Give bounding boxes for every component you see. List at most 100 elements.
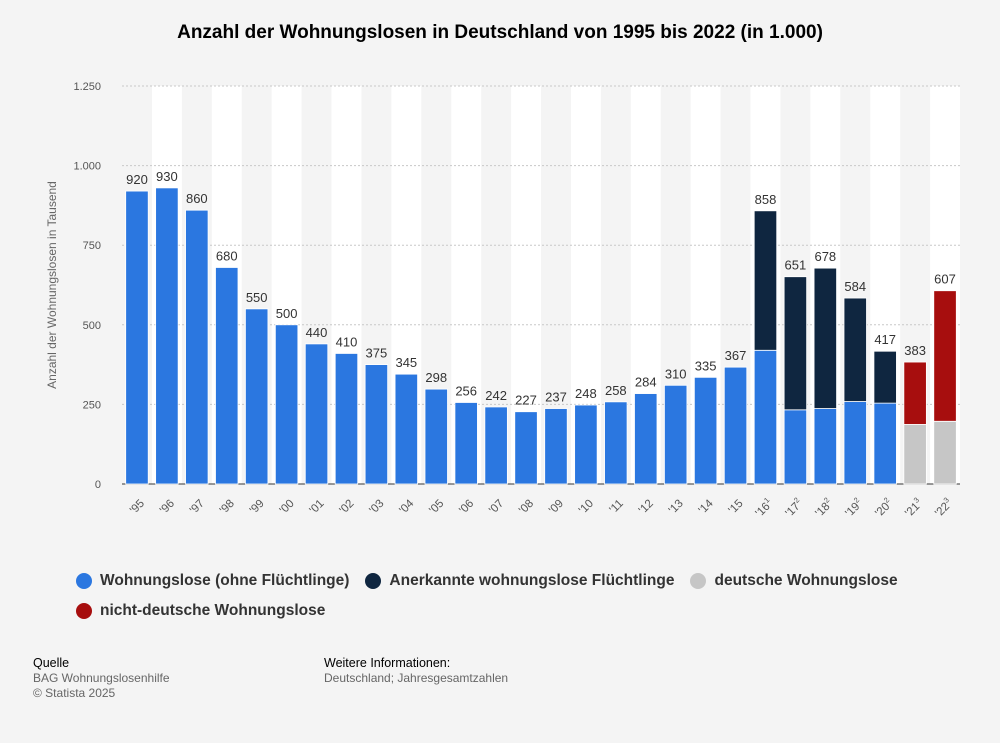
x-tick-label: '202 [871, 496, 895, 520]
data-label: 607 [934, 272, 956, 287]
bar [185, 209, 209, 485]
data-label: 417 [874, 332, 896, 347]
y-tick-label: 250 [83, 399, 101, 411]
legend-marker [76, 573, 92, 589]
legend-label: nicht-deutsche Wohnungslose [100, 602, 326, 619]
legend-label: deutsche Wohnungslose [714, 572, 898, 589]
x-tick-label: '223 [931, 496, 955, 520]
x-tick-label: '06 [457, 498, 476, 517]
x-tick-label: '15 [727, 498, 746, 517]
bar [245, 308, 269, 485]
bar [873, 350, 897, 404]
data-label: 651 [785, 258, 807, 273]
legend-marker [76, 603, 92, 619]
bar [813, 267, 837, 409]
bar [753, 349, 778, 485]
data-label: 550 [246, 290, 268, 305]
x-tick-label: '11 [607, 498, 625, 516]
bar [155, 187, 179, 485]
data-label: 680 [216, 248, 238, 263]
bar [424, 388, 448, 485]
x-tick-label: '01 [308, 498, 327, 517]
y-tick-label: 0 [95, 479, 101, 491]
legend-item-fluechtlinge[interactable]: Anerkannte wohnungslose Flüchtlinge [365, 572, 674, 590]
bar [484, 406, 508, 485]
x-tick-label: '09 [547, 498, 566, 517]
bar [634, 393, 658, 485]
bar [274, 324, 299, 485]
x-tick-label: '97 [188, 498, 207, 517]
y-axis-title: Anzahl der Wohnungslosen in Tausend [45, 181, 59, 389]
bar [215, 267, 239, 485]
x-tick-label: '00 [278, 498, 297, 517]
x-tick-label: '14 [697, 497, 717, 517]
bar [903, 424, 927, 485]
bar [664, 384, 688, 485]
data-label: 410 [336, 334, 358, 349]
bar [514, 411, 538, 485]
bar [843, 401, 867, 485]
data-label: 375 [366, 346, 388, 361]
x-tick-label: '99 [248, 498, 267, 517]
data-label: 584 [844, 279, 866, 294]
data-label: 440 [306, 325, 328, 340]
legend-item-deutsche[interactable]: deutsche Wohnungslose [690, 572, 898, 590]
data-label: 367 [725, 348, 747, 363]
x-tick-label: '03 [367, 498, 386, 517]
source-heading: Quelle [33, 656, 70, 670]
x-tick-label: '13 [667, 498, 686, 517]
x-tick-label: '02 [337, 498, 356, 517]
legend-label: Wohnungslose (ohne Flüchtlinge) [100, 572, 350, 589]
x-tick-label: '10 [577, 498, 596, 517]
copyright-link[interactable]: © Statista 2025 [33, 686, 116, 700]
data-label: 383 [904, 343, 926, 358]
bar [813, 408, 837, 485]
data-label: 284 [635, 375, 657, 390]
data-label: 248 [575, 386, 597, 401]
bar [723, 366, 748, 485]
bar [394, 373, 418, 485]
bar [693, 376, 718, 485]
info-heading: Weitere Informationen: [324, 656, 451, 670]
legend-item-wohnungslose[interactable]: Wohnungslose (ohne Flüchtlinge) [76, 572, 349, 590]
data-label: 227 [515, 393, 537, 408]
x-tick-label: '172 [781, 496, 805, 520]
y-tick-label: 750 [83, 240, 101, 252]
legend-item-nicht-deutsche[interactable]: nicht-deutsche Wohnungslose [76, 602, 325, 620]
bar-chart: 0 250 500 750 1.000 1.250 Anzahl der Wohnungsl… [45, 81, 960, 520]
x-tick-label: '161 [751, 496, 775, 520]
chart-title: Anzahl der Wohnungslosen in Deutschland … [177, 22, 823, 43]
source-block: Quelle BAG Wohnungslosenhilfe © Statista… [33, 656, 170, 701]
bar [933, 290, 957, 422]
bar [304, 343, 329, 485]
data-label: 237 [545, 390, 567, 405]
x-tick-label: '182 [811, 496, 835, 520]
y-tick-label: 500 [83, 320, 101, 332]
source-text: BAG Wohnungslosenhilfe [33, 671, 170, 685]
x-tick-label: '96 [158, 498, 177, 517]
x-tick-label: '05 [427, 498, 446, 517]
bar [753, 210, 778, 351]
data-label: 858 [755, 192, 777, 207]
bar [843, 297, 867, 402]
bar [544, 408, 568, 485]
y-tick-label: 1.000 [73, 161, 101, 173]
bar [783, 276, 808, 411]
x-tick-label: '04 [397, 497, 417, 517]
bar [454, 402, 478, 485]
x-tick-label: '12 [637, 498, 656, 517]
data-label: 920 [126, 172, 148, 187]
x-tick-label: '213 [901, 496, 925, 520]
data-label: 500 [276, 306, 298, 321]
data-label: 335 [695, 358, 717, 373]
data-label: 258 [605, 383, 627, 398]
x-tick-label: '07 [487, 498, 506, 517]
data-label: 242 [485, 388, 507, 403]
bar [334, 353, 359, 485]
bar [604, 401, 628, 485]
data-label: 930 [156, 169, 178, 184]
y-tick-label: 1.250 [73, 81, 101, 93]
legend-label: Anerkannte wohnungslose Flüchtlinge [389, 572, 675, 589]
x-tick-label: '08 [517, 498, 536, 517]
info-block: Weitere Informationen: Deutschland; Jahr… [324, 656, 508, 686]
